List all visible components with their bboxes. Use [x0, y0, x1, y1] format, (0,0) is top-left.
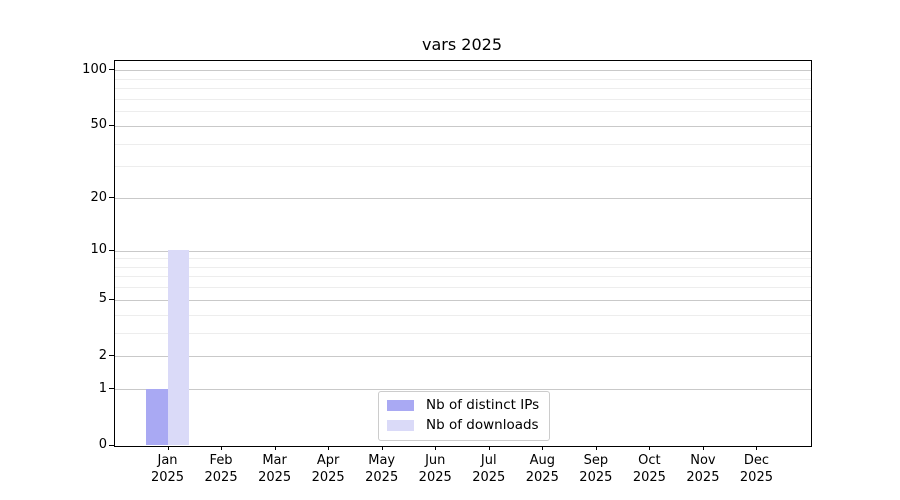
y-axis-tick-mark	[109, 249, 114, 251]
gridline-major	[115, 125, 811, 127]
x-axis-tick-mark	[756, 446, 758, 450]
chart-title: vars 2025	[422, 35, 502, 54]
y-axis-tick-mark	[109, 298, 114, 300]
y-axis-tick-mark	[109, 197, 114, 198]
gridline-minor	[115, 78, 811, 80]
x-axis-tick-label: Sep 2025	[579, 453, 613, 485]
gridline-major	[115, 356, 811, 358]
gridline-minor	[115, 143, 811, 145]
legend-swatch-distinct-ips	[387, 400, 414, 411]
y-axis-tick-label: 20	[90, 189, 107, 205]
x-axis-tick-mark	[595, 446, 597, 450]
x-axis-tick-label: Mar 2025	[258, 453, 292, 485]
x-axis-tick-mark	[649, 446, 651, 450]
x-axis-tick-mark	[221, 446, 223, 450]
y-axis-tick-label: 100	[82, 61, 107, 77]
y-axis-tick-mark	[109, 355, 114, 357]
x-axis-tick-label: Nov 2025	[686, 453, 720, 485]
legend-swatch-downloads	[387, 420, 414, 431]
y-axis-tick-mark	[109, 124, 114, 126]
y-axis-tick-label: 50	[90, 117, 107, 133]
gridline-minor	[115, 258, 811, 260]
gridline-minor	[115, 332, 811, 334]
x-axis-tick-label: Oct 2025	[632, 453, 666, 485]
legend-item-downloads: Nb of downloads	[387, 417, 539, 434]
y-axis-tick-mark	[109, 388, 114, 390]
x-axis-tick-label: Dec 2025	[739, 453, 773, 485]
y-axis-tick-label: 1	[98, 380, 107, 396]
x-axis-tick-label: May 2025	[365, 453, 399, 485]
y-axis-tick-label: 10	[90, 242, 107, 258]
gridline-minor	[115, 98, 811, 100]
gridline-minor	[115, 287, 811, 289]
y-axis-tick-label: 2	[98, 347, 107, 363]
gridline-major	[115, 70, 811, 72]
x-axis-tick-mark	[274, 446, 276, 450]
x-axis-tick-label: Jun 2025	[418, 453, 452, 485]
legend-item-distinct-ips: Nb of distinct IPs	[387, 397, 539, 414]
gridline-minor	[115, 88, 811, 90]
plot-area	[114, 60, 812, 447]
gridline-major	[115, 198, 811, 199]
legend-label-distinct-ips: Nb of distinct IPs	[426, 397, 540, 413]
gridline-minor	[115, 266, 811, 268]
x-axis-tick-mark	[167, 446, 169, 450]
y-axis-tick-mark	[109, 444, 114, 446]
gridline-minor	[115, 111, 811, 113]
x-axis-tick-label: Jul 2025	[472, 453, 506, 485]
gridline-minor	[115, 314, 811, 316]
gridline-major	[115, 250, 811, 252]
legend: Nb of distinct IPs Nb of downloads	[378, 391, 551, 441]
bar-nb-of-distinct-ips	[146, 388, 168, 445]
x-axis-tick-mark	[488, 446, 490, 450]
x-axis-tick-label: Aug 2025	[525, 453, 559, 485]
x-axis-tick-mark	[381, 446, 383, 450]
gridline-major	[115, 299, 811, 301]
x-axis-tick-mark	[702, 446, 704, 450]
x-axis-tick-mark	[435, 446, 437, 450]
x-axis-tick-label: Apr 2025	[311, 453, 345, 485]
x-axis-tick-label: Jan 2025	[150, 453, 185, 485]
x-axis-tick-mark	[328, 446, 330, 450]
y-axis-tick-label: 0	[98, 437, 107, 452]
x-axis-tick-mark	[542, 446, 544, 450]
gridline-minor	[115, 166, 811, 168]
gridline-minor	[115, 276, 811, 278]
y-axis-tick-label: 5	[98, 291, 107, 307]
x-axis-tick-label: Feb 2025	[204, 453, 238, 485]
legend-label-downloads: Nb of downloads	[426, 417, 539, 433]
gridline-major	[115, 389, 811, 391]
bar-nb-of-downloads	[167, 250, 189, 445]
y-axis-tick-mark	[109, 69, 114, 71]
